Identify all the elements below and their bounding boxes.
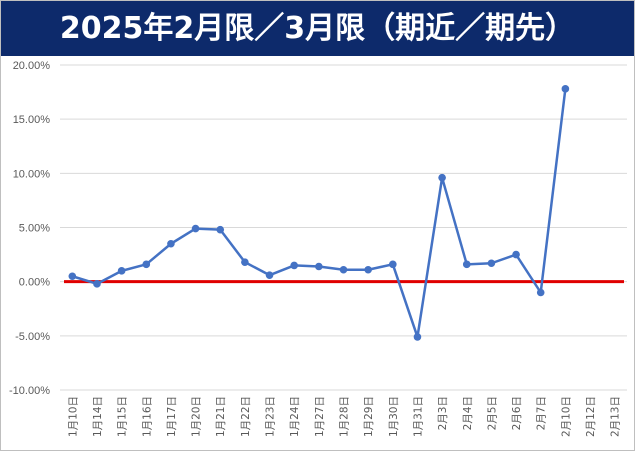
y-tick-label: 20.00% (13, 60, 51, 72)
x-tick-label: 1月16日 (141, 396, 153, 437)
x-tick-label: 1月31日 (412, 396, 424, 437)
data-point (364, 265, 372, 274)
data-point (462, 260, 471, 269)
x-tick-label: 1月29日 (363, 396, 375, 437)
data-point (142, 260, 151, 269)
series-group (68, 85, 570, 341)
x-tick-label: 1月15日 (117, 396, 129, 437)
data-point (561, 85, 570, 93)
grid-lines (60, 64, 627, 391)
data-point (512, 250, 520, 259)
chart-title: 2025年2月限／3月限（期近／期先） (59, 11, 576, 46)
data-point (216, 225, 225, 234)
data-point (315, 262, 323, 271)
x-tick-label: 1月20日 (191, 396, 203, 437)
x-tick-label: 2月3日 (437, 396, 449, 430)
data-point (438, 173, 446, 182)
data-point (290, 261, 298, 270)
x-tick-label: 1月30日 (388, 396, 400, 437)
data-point (389, 260, 397, 269)
data-point (413, 333, 422, 341)
y-tick-label: 5.00% (19, 223, 50, 235)
data-point (191, 224, 200, 233)
y-axis-ticks: 20.00% 15.00% 10.00% 5.00% 0.00% -5.00% -10.00… (9, 60, 50, 397)
data-point (265, 271, 274, 279)
data-point (117, 267, 126, 275)
data-point (68, 272, 77, 281)
x-tick-label: 2月7日 (536, 396, 548, 430)
y-tick-label: 10.00% (13, 168, 51, 180)
x-tick-label: 1月22日 (240, 396, 252, 437)
y-tick-label: 15.00% (13, 114, 51, 126)
series-line (71, 88, 567, 339)
x-tick-label: 2月5日 (486, 396, 498, 430)
data-point (487, 259, 496, 268)
x-tick-label: 2月13日 (610, 396, 622, 437)
x-tick-label: 1月24日 (289, 396, 301, 437)
y-tick-label: -5.00% (15, 331, 50, 343)
x-tick-label: 1月14日 (92, 396, 104, 437)
x-tick-label: 1月10日 (67, 396, 79, 437)
x-tick-label: 1月28日 (339, 396, 351, 437)
x-tick-label: 1月27日 (314, 396, 326, 437)
data-point (93, 280, 101, 288)
x-tick-label: 2月12日 (585, 396, 597, 437)
x-tick-label: 1月21日 (215, 396, 227, 437)
x-tick-label: 2月6日 (511, 396, 523, 430)
title-bar: 2025年2月限／3月限（期近／期先） (1, 1, 634, 56)
y-tick-label: 0.00% (19, 277, 50, 289)
x-tick-label: 1月23日 (265, 396, 277, 437)
x-tick-label: 1月17日 (166, 396, 178, 437)
data-point (241, 258, 249, 266)
x-tick-label: 2月10日 (560, 396, 572, 437)
x-axis-ticks: 1月10日 1月14日 1月15日 1月16日 1月17日 1月20日 1月21日 1月22日… (67, 396, 621, 437)
data-point (167, 239, 175, 248)
data-point (536, 288, 545, 297)
data-point (339, 265, 348, 274)
x-tick-label: 2月4日 (462, 396, 474, 430)
y-tick-label: -10.00% (9, 385, 50, 397)
